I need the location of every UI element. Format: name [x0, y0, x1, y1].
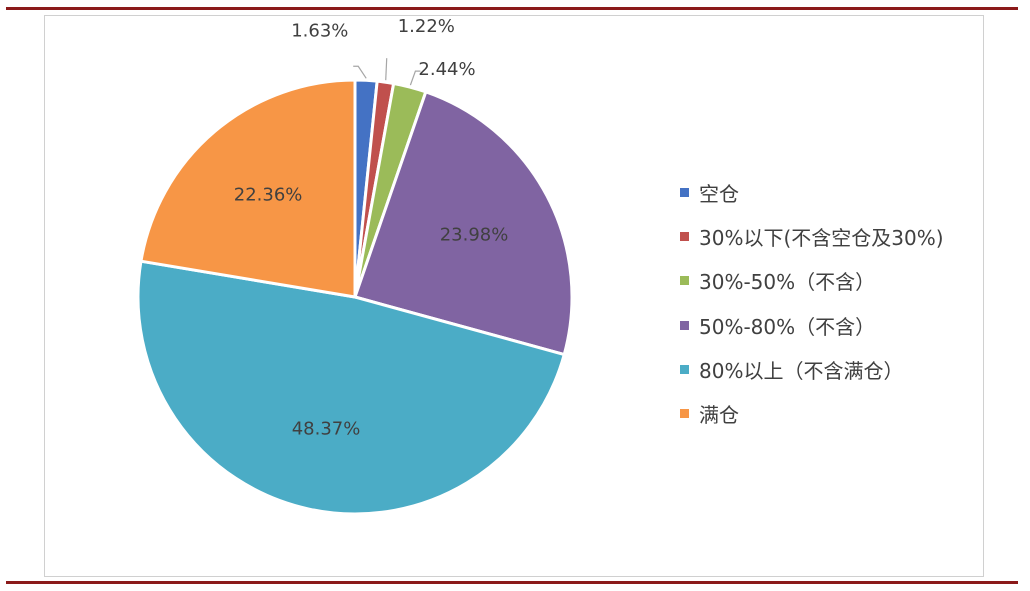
- leader-line: [409, 70, 421, 86]
- leader-line: [385, 58, 388, 81]
- pie-slice: [353, 89, 574, 357]
- data-label: 1.63%: [291, 20, 348, 41]
- legend-swatch: [680, 231, 689, 241]
- legend-label: 满仓: [699, 403, 739, 428]
- legend-label: 80%以上（不含满仓）: [699, 358, 904, 383]
- legend-item: 50%-80%（不含）: [680, 303, 944, 347]
- pie-slice: [136, 259, 567, 516]
- legend-swatch: [680, 320, 689, 330]
- legend-item: 80%以上（不含满仓）: [680, 347, 944, 391]
- legend-swatch: [680, 276, 689, 286]
- pie-slice: [139, 78, 357, 299]
- data-label: 48.37%: [292, 418, 361, 439]
- legend-item: 30%以下(不含空仓及30%): [680, 214, 944, 258]
- legend-swatch: [680, 364, 689, 374]
- data-label: 22.36%: [234, 184, 303, 205]
- leader-line: [353, 65, 367, 79]
- data-label: 23.98%: [440, 224, 509, 245]
- legend-item: 满仓: [680, 391, 944, 435]
- chart-legend: 空仓 30%以下(不含空仓及30%) 30%-50%（不含） 50%-80%（不含） 8…: [680, 170, 944, 436]
- legend-swatch: [680, 409, 689, 419]
- data-label: 2.44%: [418, 59, 475, 80]
- legend-item: 30%-50%（不含）: [680, 259, 944, 303]
- legend-swatch: [680, 187, 689, 197]
- legend-label: 30%-50%（不含）: [699, 270, 876, 295]
- legend-label: 空仓: [699, 181, 739, 206]
- legend-label: 50%-80%（不含）: [699, 314, 876, 339]
- bottom-rule: [6, 581, 1018, 584]
- legend-label: 30%以下(不含空仓及30%): [699, 225, 944, 250]
- data-label: 1.22%: [398, 16, 455, 37]
- top-rule: [6, 7, 1018, 10]
- legend-item: 空仓: [680, 170, 944, 214]
